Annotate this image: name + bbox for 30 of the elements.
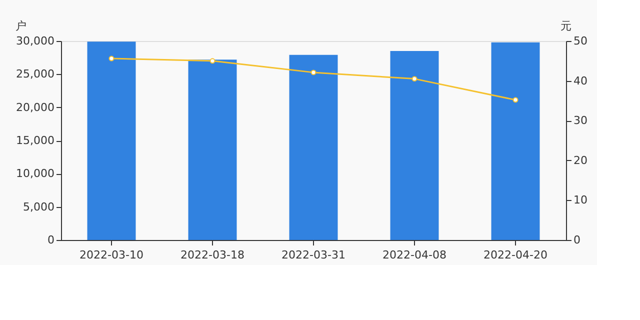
x-tick-label: 2022-04-20 [484,248,548,262]
y-tick-label: 30,000 [16,34,54,48]
bar [188,60,237,240]
bar [87,42,136,240]
x-tick-label: 2022-03-18 [180,248,244,262]
y2-tick-label: 0 [574,234,580,246]
x-tick-label: 2022-03-31 [282,248,346,262]
y-tick-label: 15,000 [16,134,54,147]
bar [491,42,540,240]
y2-tick-label: 10 [574,194,588,207]
y-axis-title: 户 [16,20,26,32]
y2-tick-label: 30 [574,114,588,128]
x-tick-label: 2022-03-10 [80,248,144,262]
y-tick-label: 5,000 [23,200,54,214]
y2-tick-label: 50 [574,34,588,48]
y-tick-label: 10,000 [16,167,54,180]
y2-tick-label: 40 [574,74,588,88]
y2-axis-title: 元 [560,20,572,32]
point [310,70,316,76]
y2-tick-label: 20 [574,154,588,167]
point [210,58,216,64]
y-tick-label: 20,000 [16,100,54,114]
x-tick-label: 2022-04-08 [382,248,446,262]
point [512,97,518,103]
point [108,56,114,62]
point [412,76,418,82]
bar [289,54,338,240]
y-tick-label: 0 [48,234,54,246]
bar [390,50,439,240]
y-tick-label: 25,000 [16,68,54,81]
